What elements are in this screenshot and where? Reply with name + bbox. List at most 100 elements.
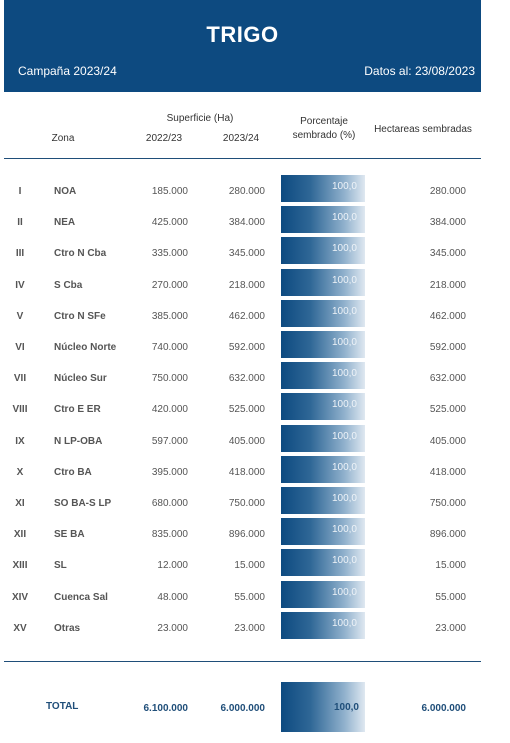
table-row: XV Otras 23.000 23.000 100,0 23.000 [0, 611, 490, 643]
total-hectareas: 6.000.000 [421, 703, 467, 714]
column-header-superficie: Superficie (Ha) [166, 113, 234, 124]
superficie-2023-24: 55.000 [234, 591, 265, 603]
zone-number: IX [15, 435, 25, 447]
column-header-2022-23: 2022/23 [145, 133, 183, 144]
superficie-2022-23: 335.000 [151, 248, 188, 260]
percent-bar: 100,0 [281, 362, 365, 390]
percent-bar: 100,0 [281, 206, 365, 234]
superficie-2022-23: 425.000 [151, 217, 188, 229]
zone-number: XIV [11, 591, 29, 603]
zone-name: SE BA [54, 529, 85, 541]
zone-number: III [15, 248, 25, 260]
percent-value: 100,0 [331, 305, 357, 317]
superficie-2023-24: 525.000 [228, 404, 265, 416]
superficie-2022-23: 420.000 [151, 404, 188, 416]
hectareas-sembradas: 23.000 [435, 622, 466, 634]
table-row: I NOA 185.000 280.000 100,0 280.000 [0, 175, 490, 206]
column-header-porcentaje: Porcentaje [300, 116, 348, 127]
percent-bar: 100,0 [281, 268, 365, 296]
hectareas-sembradas: 405.000 [429, 435, 466, 447]
percent-value: 100,0 [331, 586, 357, 598]
zone-name: SL [54, 560, 67, 572]
superficie-2022-23: 385.000 [151, 310, 188, 322]
hectareas-sembradas: 525.000 [429, 404, 466, 416]
superficie-2023-24: 218.000 [228, 279, 265, 291]
hectareas-sembradas: 55.000 [435, 591, 466, 603]
hectareas-sembradas: 418.000 [429, 466, 466, 478]
percent-value: 100,0 [331, 555, 357, 567]
column-header-hectareas: Hectareas sembradas [374, 124, 472, 135]
zone-name: Ctro BA [54, 466, 92, 478]
zone-number: XV [13, 622, 27, 634]
table-row: XIII SL 12.000 15.000 100,0 15.000 [0, 549, 490, 580]
zone-name: N LP-OBA [54, 435, 103, 447]
percent-bar: 100,0 [281, 580, 365, 608]
total-row: TOTAL 6.100.000 6.000.000 100,0 6.000.00… [0, 682, 490, 732]
superficie-2023-24: 896.000 [228, 529, 265, 541]
zone-number: XIII [12, 560, 28, 572]
superficie-2022-23: 23.000 [157, 622, 188, 634]
percent-bar: 100,0 [281, 331, 365, 358]
hectareas-sembradas: 592.000 [429, 342, 466, 353]
zone-number: XI [15, 498, 25, 509]
superficie-2023-24: 632.000 [228, 373, 265, 385]
table-row: III Ctro N Cba 335.000 345.000 100,0 345.000 [0, 237, 490, 268]
campaign-label: Campaña 2023/24 [18, 64, 117, 78]
percent-bar: 100,0 [281, 237, 365, 265]
zone-number: XII [13, 529, 27, 541]
table-row: VIII Ctro E ER 420.000 525.000 100,0 525.000 [0, 393, 490, 424]
superficie-2023-24: 750.000 [228, 498, 265, 509]
percent-bar: 100,0 [281, 424, 365, 452]
percent-value: 100,0 [331, 461, 357, 473]
table-row: IV S Cba 270.000 218.000 100,0 218.000 [0, 268, 490, 300]
table-row: VI Núcleo Norte 740.000 592.000 100,0 592.000 [0, 331, 490, 362]
total-percent-value: 100,0 [333, 702, 359, 713]
zone-name: Núcleo Sur [54, 373, 107, 385]
superficie-2022-23: 680.000 [151, 498, 188, 509]
hectareas-sembradas: 345.000 [429, 248, 466, 260]
superficie-2022-23: 395.000 [151, 466, 188, 478]
table-row: VII Núcleo Sur 750.000 632.000 100,0 632.000 [0, 362, 490, 393]
superficie-2022-23: 12.000 [157, 560, 188, 572]
superficie-2023-24: 592.000 [228, 342, 265, 353]
percent-bar: 100,0 [281, 455, 365, 483]
percent-value: 100,0 [331, 243, 357, 255]
percent-value: 100,0 [331, 430, 357, 442]
hectareas-sembradas: 896.000 [429, 529, 466, 541]
superficie-2023-24: 15.000 [234, 560, 265, 572]
column-header-porcentaje-sub: sembrado (%) [292, 130, 356, 141]
hectareas-sembradas: 750.000 [429, 498, 466, 509]
zone-name: S Cba [54, 279, 83, 291]
superficie-2022-23: 597.000 [151, 435, 188, 447]
zone-number: I [18, 186, 22, 197]
percent-value: 100,0 [331, 181, 357, 192]
superficie-2022-23: 48.000 [157, 591, 188, 603]
percent-bar: 100,0 [281, 175, 365, 202]
zone-name: NOA [54, 186, 77, 197]
percent-value: 100,0 [331, 368, 357, 380]
hectareas-sembradas: 15.000 [435, 560, 466, 572]
percent-value: 100,0 [331, 617, 357, 629]
percent-value: 100,0 [331, 399, 357, 411]
percent-bar: 100,0 [281, 518, 365, 546]
zone-number: IV [15, 279, 25, 291]
hectareas-sembradas: 218.000 [429, 279, 466, 291]
percent-bar: 100,0 [281, 549, 365, 577]
zone-name: Ctro E ER [54, 404, 101, 416]
zone-number: II [17, 217, 23, 229]
superficie-2023-24: 405.000 [228, 435, 265, 447]
superficie-2023-24: 462.000 [228, 310, 265, 322]
hectareas-sembradas: 632.000 [429, 373, 466, 385]
column-header-zona: Zona [51, 133, 75, 144]
table-row: IX N LP-OBA 597.000 405.000 100,0 405.000 [0, 424, 490, 456]
percent-value: 100,0 [331, 274, 357, 286]
superficie-2023-24: 23.000 [234, 622, 265, 634]
zone-name: Ctro N SFe [54, 310, 106, 322]
percent-bar: 100,0 [281, 487, 365, 514]
table-row: XI SO BA-S LP 680.000 750.000 100,0 750.000 [0, 487, 490, 518]
table-row: II NEA 425.000 384.000 100,0 384.000 [0, 206, 490, 237]
percent-value: 100,0 [331, 212, 357, 224]
superficie-2023-24: 418.000 [228, 466, 265, 478]
total-2022-23: 6.100.000 [143, 703, 189, 714]
superficie-2023-24: 384.000 [228, 217, 265, 229]
